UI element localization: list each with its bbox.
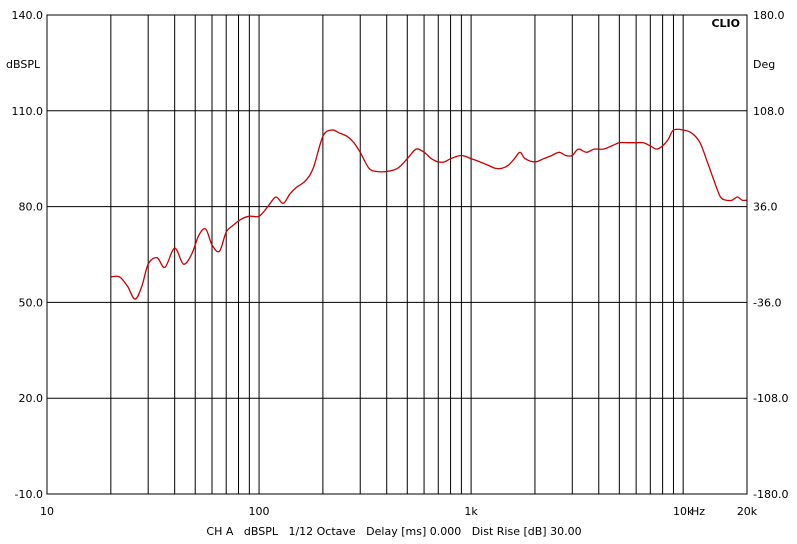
right-tick-label: 36.0	[753, 201, 778, 214]
brand-label: CLIO	[711, 17, 740, 30]
plot-frame	[46, 14, 748, 495]
x-tick-label: 10k	[673, 505, 694, 518]
right-tick-label: -180.0	[753, 488, 788, 501]
right-axis-unit: Deg	[753, 58, 775, 71]
x-tick-label: 20k	[737, 505, 758, 518]
plot-grid	[47, 14, 748, 495]
right-tick-label: -108.0	[753, 392, 788, 405]
x-axis-ticks: 10 100 1k 10k 20k	[40, 505, 758, 518]
x-tick-label: 100	[249, 505, 270, 518]
right-axis-ticks: 180.0 108.0 36.0 -36.0 -108.0 -180.0	[753, 9, 788, 501]
left-axis-ticks: 140.0 110.0 80.0 50.0 20.0 -10.0	[12, 9, 44, 501]
right-tick-label: 180.0	[753, 9, 785, 22]
left-tick-label: 140.0	[12, 9, 44, 22]
left-axis-unit: dBSPL	[6, 58, 41, 71]
left-tick-label: 20.0	[19, 392, 44, 405]
x-tick-label: 1k	[464, 505, 478, 518]
left-tick-label: -10.0	[15, 488, 43, 501]
left-tick-label: 80.0	[19, 201, 44, 214]
left-tick-label: 50.0	[19, 296, 44, 309]
footer-info: CH A dBSPL 1/12 Octave Delay [ms] 0.000 …	[206, 525, 581, 538]
right-tick-label: 108.0	[753, 105, 785, 118]
right-tick-label: -36.0	[753, 296, 781, 309]
left-tick-label: 110.0	[12, 105, 44, 118]
series-line-spl	[110, 128, 748, 300]
x-axis-unit: Hz	[691, 505, 705, 518]
x-tick-label: 10	[40, 505, 54, 518]
